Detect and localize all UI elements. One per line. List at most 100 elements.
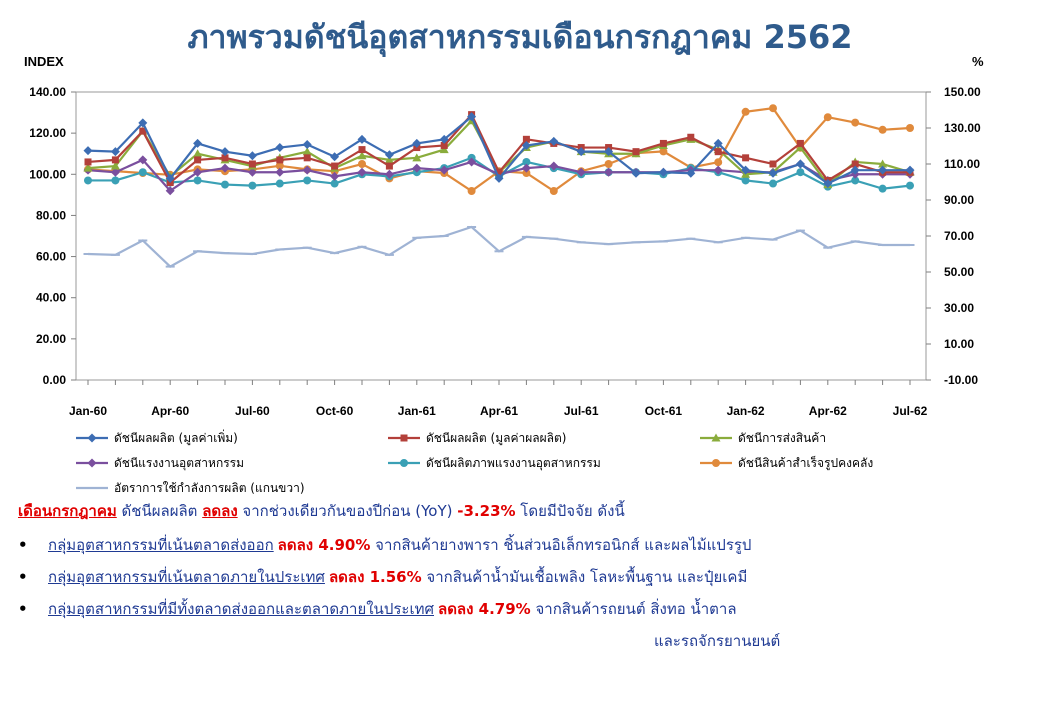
x-tick-label: Jan-61 [398, 404, 436, 418]
summary-pct: -3.23% [457, 502, 516, 520]
data-point [521, 163, 531, 173]
x-tick-label: Oct-61 [645, 404, 683, 418]
bullet-detail: จากสินค้ารถยนต์ สิ่งทอ น้ำตาล [530, 600, 737, 618]
data-point [494, 173, 504, 183]
data-point [357, 151, 367, 160]
bullet-item: • กลุ่มอุตสาหกรรมที่เน้นตลาดส่งออก ลดลง 4.… [18, 536, 751, 554]
line-chart: INDEX % 0.00 20.00 40.00 60.00 80.00 100.00 12… [24, 54, 984, 495]
data-point [741, 176, 750, 185]
right-tick-label: 30.00 [944, 301, 974, 315]
data-point [165, 186, 175, 196]
legend-item: ดัชนีผลผลิต (มูลค่าเพิ่ม) [76, 429, 238, 446]
data-point [522, 135, 530, 143]
data-point [400, 459, 408, 467]
data-point [768, 168, 778, 178]
data-point [714, 158, 723, 167]
summary-text-c: โดยมีปัจจัย ดังนี้ [515, 502, 625, 520]
data-point [194, 156, 202, 164]
data-point [549, 187, 558, 195]
data-point [687, 133, 695, 141]
data-point [521, 140, 531, 150]
data-point [659, 147, 668, 156]
data-point [604, 147, 614, 157]
data-point [659, 139, 667, 147]
data-point [823, 179, 833, 189]
data-point [358, 160, 366, 168]
bullet-group: กลุ่มอุตสาหกรรมที่เน้นตลาดส่งออก [48, 536, 274, 554]
page-title: ภาพรวมดัชนีอุตสาหกรรมเดือนกรกฎาคม 2562 [187, 18, 853, 56]
right-axis-ticks: -10.00 10.00 30.00 50.00 70.00 90.00 110.00 130… [926, 85, 981, 387]
data-point [878, 184, 887, 193]
legend-item: ดัชนีแรงงานอุตสาหกรรม [76, 456, 244, 471]
data-point [303, 176, 312, 185]
data-point [358, 146, 366, 154]
x-tick-label: Apr-61 [480, 404, 518, 418]
left-tick-label: 80.00 [36, 208, 66, 222]
data-point [357, 134, 367, 144]
bullet-group: กลุ่มอุตสาหกรรมที่มีทั้งตลาดส่งออกและตลา… [48, 600, 434, 618]
data-point [878, 159, 888, 168]
legend-item: อัตราการใช้กำลังการผลิต (แกนขวา) [76, 481, 305, 495]
data-point [878, 165, 888, 175]
x-tick-label: Oct-60 [316, 404, 354, 418]
data-point [796, 168, 805, 177]
data-point [851, 176, 860, 185]
data-point [632, 148, 640, 156]
data-point [275, 167, 285, 177]
data-point [83, 146, 93, 156]
legend-label: ดัชนีผลิตภาพแรงงานอุตสาหกรรม [426, 456, 601, 471]
data-point [303, 154, 311, 162]
data-point [467, 112, 477, 122]
data-point [769, 160, 777, 168]
right-axis-label: % [972, 54, 984, 69]
data-point [412, 153, 422, 162]
right-tick-label: -10.00 [944, 373, 978, 387]
data-point [851, 160, 859, 168]
data-point [795, 143, 805, 152]
right-tick-label: 50.00 [944, 265, 974, 279]
data-point [439, 145, 449, 154]
data-point [247, 167, 257, 177]
right-tick-label: 10.00 [944, 337, 974, 351]
data-point [330, 152, 340, 162]
data-point [906, 124, 914, 132]
data-point [84, 158, 92, 166]
bullet-change: ลดลง 4.79% [438, 600, 531, 618]
data-point [248, 160, 256, 168]
data-point [713, 165, 723, 175]
series-1 [84, 111, 914, 187]
data-point [275, 179, 284, 188]
data-point [221, 154, 229, 162]
data-point [275, 143, 285, 153]
x-tick-label: Apr-60 [151, 404, 189, 418]
bullet-group: กลุ่มอุตสาหกรรมที่เน้นตลาดภายในประเทศ [48, 568, 325, 586]
data-point [302, 139, 312, 149]
left-tick-label: 120.00 [29, 126, 66, 140]
series-layer [83, 104, 915, 268]
series-line [87, 225, 910, 268]
data-point [275, 161, 284, 170]
data-point [400, 434, 408, 442]
data-point [357, 167, 367, 177]
x-tick-label: Jul-60 [235, 404, 270, 418]
data-point [796, 139, 804, 147]
data-point [714, 148, 722, 156]
right-tick-label: 110.00 [944, 157, 980, 171]
data-point [83, 163, 93, 172]
data-point [165, 173, 175, 183]
summary-headline: เดือนกรกฎาคม ดัชนีผลผลิต ลดลง จากช่วงเดี… [18, 502, 625, 520]
legend: ดัชนีผลผลิต (มูลค่าเพิ่ม) ดัชนีผลผลิต (มู… [76, 429, 873, 495]
bullet-detail: จากสินค้ายางพารา ชิ้นส่วนอิเล็กทรอนิกส์ … [370, 536, 752, 554]
data-point [549, 136, 559, 146]
data-point [576, 147, 586, 157]
data-point [330, 179, 339, 188]
right-tick-label: 130.00 [944, 121, 981, 135]
summary-month: เดือนกรกฎาคม [18, 502, 117, 520]
legend-item: ดัชนีผลผลิต (มูลค่าผลผลิต) [388, 431, 566, 446]
bullet-item: • กลุ่มอุตสาหกรรมที่เน้นตลาดภายในประเทศ ลด… [18, 568, 747, 586]
data-point [193, 138, 203, 148]
data-point [604, 160, 613, 168]
x-tick-label: Jan-62 [727, 404, 765, 418]
bullet-detail: จากสินค้าน้ำมันเชื้อเพลิง โลหะพื้นฐาน แล… [421, 568, 748, 586]
data-point [604, 167, 614, 177]
